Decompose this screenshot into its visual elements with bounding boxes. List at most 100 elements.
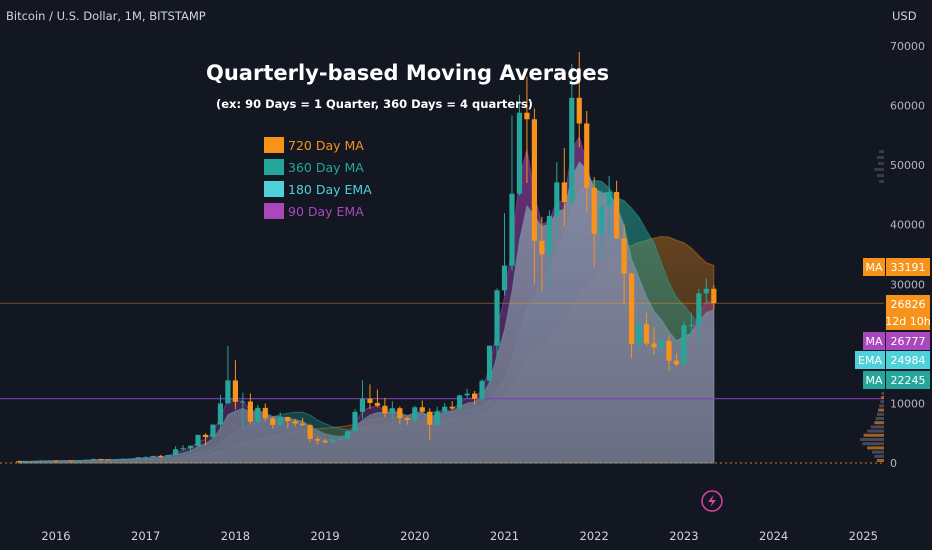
candle-body[interactable] <box>16 461 22 463</box>
candle-body[interactable] <box>711 288 717 304</box>
candle-body[interactable] <box>486 345 493 381</box>
candle-body[interactable] <box>210 424 216 438</box>
candle-body[interactable] <box>531 119 537 241</box>
candle-body[interactable] <box>382 405 388 414</box>
candle-body[interactable] <box>30 461 37 463</box>
candle-body[interactable] <box>397 408 403 419</box>
candle-body[interactable] <box>509 193 515 266</box>
candle-body[interactable] <box>225 380 231 404</box>
candle-body[interactable] <box>584 123 590 188</box>
candle-body[interactable] <box>599 205 605 234</box>
candle-body[interactable] <box>524 112 530 120</box>
candle-body[interactable] <box>270 418 276 425</box>
candle-body[interactable] <box>703 288 709 294</box>
candle-body[interactable] <box>643 324 650 344</box>
candle-body[interactable] <box>68 460 74 462</box>
candle-body[interactable] <box>688 325 694 327</box>
candle-body[interactable] <box>38 460 44 462</box>
candle-body[interactable] <box>23 461 29 463</box>
candle-body[interactable] <box>696 293 702 326</box>
candle-body[interactable] <box>614 191 620 239</box>
candle-body[interactable] <box>143 457 149 459</box>
candle-body[interactable] <box>628 273 635 345</box>
candle-body[interactable] <box>135 457 141 459</box>
candle-body[interactable] <box>501 265 508 291</box>
candle-body[interactable] <box>300 423 306 426</box>
candle-body[interactable] <box>113 459 119 461</box>
candle-body[interactable] <box>60 460 67 462</box>
candle-body[interactable] <box>150 455 156 458</box>
candle-body[interactable] <box>344 431 351 439</box>
candle-body[interactable] <box>75 460 82 462</box>
candle-body[interactable] <box>412 407 418 421</box>
candle-body[interactable] <box>352 411 358 432</box>
candle-body[interactable] <box>158 455 164 457</box>
reference-lines <box>0 302 884 464</box>
candle-body[interactable] <box>681 325 687 365</box>
candle-body[interactable] <box>53 460 59 462</box>
candle-body[interactable] <box>404 418 410 421</box>
candle-body[interactable] <box>539 240 545 255</box>
candle-body[interactable] <box>217 403 224 425</box>
candle-body[interactable] <box>479 380 485 399</box>
candle-body[interactable] <box>591 187 597 234</box>
candle-body[interactable] <box>457 395 463 409</box>
candle-body[interactable] <box>337 438 343 441</box>
candle-body[interactable] <box>658 340 665 348</box>
candle-body[interactable] <box>120 458 126 460</box>
candle-body[interactable] <box>464 393 470 396</box>
candle-body[interactable] <box>389 408 395 414</box>
candle-body[interactable] <box>651 343 657 348</box>
candle-body[interactable] <box>472 393 478 399</box>
candle-body[interactable] <box>202 434 209 438</box>
candle-body[interactable] <box>187 445 194 449</box>
candle-body[interactable] <box>621 238 627 274</box>
candle-body[interactable] <box>180 448 186 450</box>
candle-body[interactable] <box>240 401 246 403</box>
candle-body[interactable] <box>606 191 612 206</box>
x-tick-label: 2019 <box>310 529 339 543</box>
candle-body[interactable] <box>277 416 283 425</box>
candle-body[interactable] <box>673 360 680 365</box>
candle-body[interactable] <box>322 440 328 443</box>
candle-body[interactable] <box>576 97 582 124</box>
candle-body[interactable] <box>494 290 500 346</box>
candle-body[interactable] <box>546 216 552 255</box>
candle-body[interactable] <box>173 449 179 455</box>
lightning-icon[interactable] <box>701 490 723 512</box>
candle-body[interactable] <box>315 438 321 441</box>
candle-body[interactable] <box>262 407 268 419</box>
candle-body[interactable] <box>329 440 336 443</box>
candle-body[interactable] <box>83 459 89 461</box>
candle-body[interactable] <box>195 434 201 446</box>
candle-body[interactable] <box>561 182 567 203</box>
candle-body[interactable] <box>636 324 642 345</box>
candle-body[interactable] <box>569 97 575 203</box>
candle-body[interactable] <box>247 401 253 422</box>
candle-body[interactable] <box>516 112 523 194</box>
candle-body[interactable] <box>554 182 560 217</box>
candles[interactable] <box>16 51 717 463</box>
candle-body[interactable] <box>307 425 313 439</box>
volume-profile-bar <box>867 429 884 433</box>
candle-body[interactable] <box>666 340 672 361</box>
candle-body[interactable] <box>165 454 171 457</box>
candle-body[interactable] <box>105 459 111 461</box>
candle-body[interactable] <box>359 398 366 412</box>
candle-body[interactable] <box>45 460 52 462</box>
candle-body[interactable] <box>374 402 381 406</box>
candle-body[interactable] <box>449 406 455 409</box>
candle-body[interactable] <box>434 411 440 425</box>
candle-body[interactable] <box>90 459 96 461</box>
candle-body[interactable] <box>128 458 134 460</box>
candle-body[interactable] <box>292 421 298 424</box>
candle-body[interactable] <box>427 411 433 425</box>
candle-body[interactable] <box>98 459 104 461</box>
candle-body[interactable] <box>255 407 261 422</box>
candle-body[interactable] <box>442 406 448 412</box>
candle-body[interactable] <box>285 416 291 422</box>
candle-body[interactable] <box>232 380 238 402</box>
candle-body[interactable] <box>419 407 425 412</box>
candle-body[interactable] <box>367 398 373 403</box>
